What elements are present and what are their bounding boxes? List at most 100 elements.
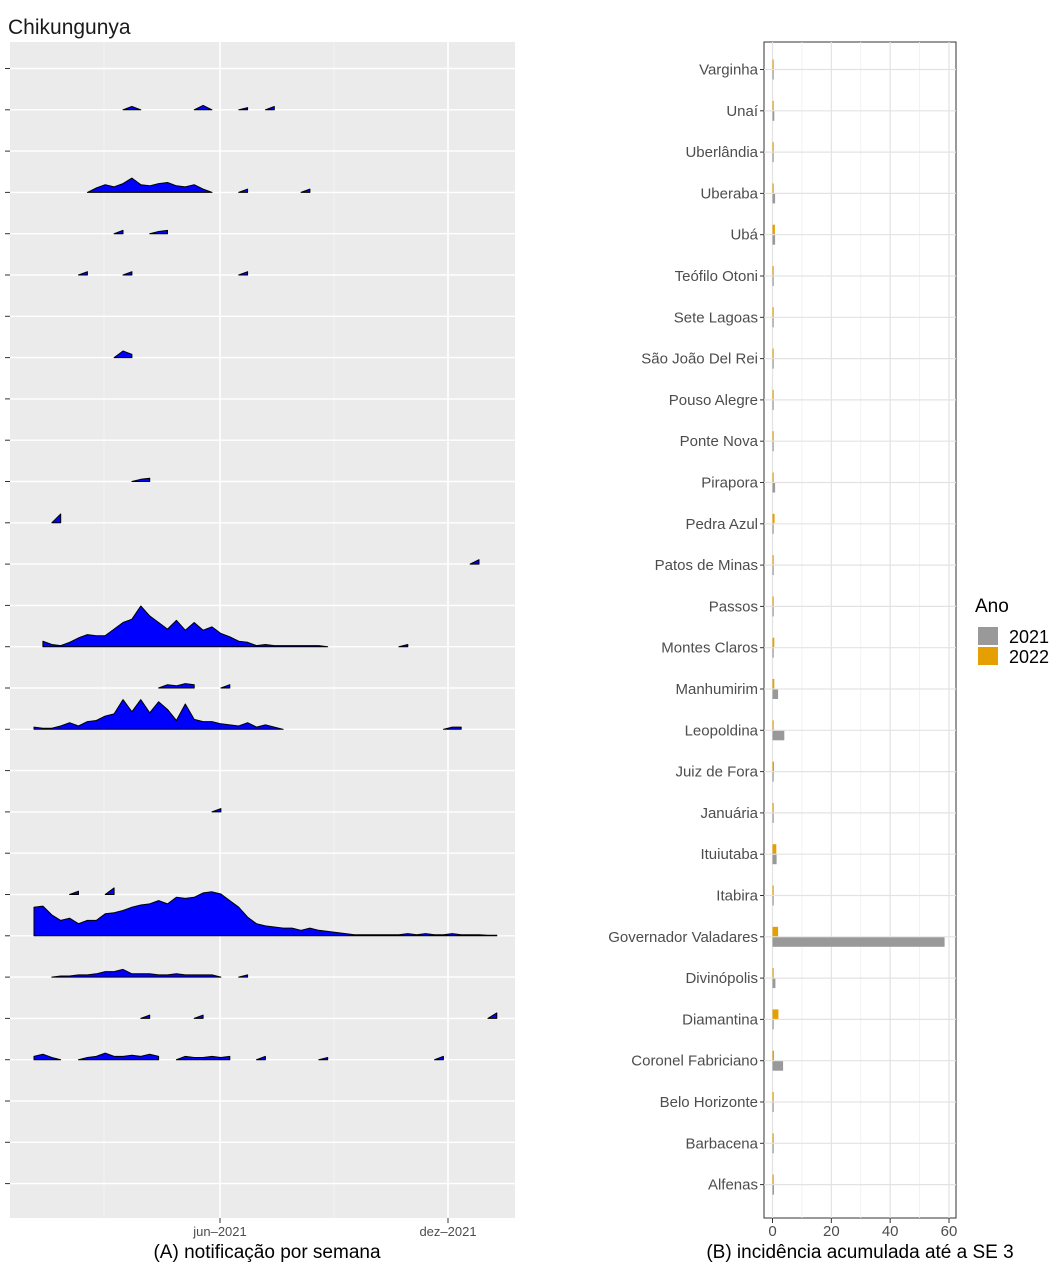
bar-2022-ituiutaba: [772, 844, 777, 854]
x-tick-label-dez-2021: dez–2021: [419, 1224, 476, 1239]
legend-label-2022: 2022: [1009, 647, 1049, 667]
category-label-patos-de-minas: Patos de Minas: [655, 557, 758, 574]
bar-2022-montes-claros: [772, 637, 775, 648]
bar-2021-uberaba: [772, 193, 776, 204]
bar-2021-teofilo-otoni: [772, 276, 774, 286]
bar-2022-sete-lagoas: [772, 307, 774, 317]
bar-2021-itabira: [772, 896, 774, 906]
category-label-divinopolis: Divinópolis: [685, 970, 758, 987]
ridge-coronel-fabriciano-seg-4: [318, 1057, 329, 1061]
bar-2021-sao-joao-del-rei: [772, 359, 774, 369]
category-label-montes-claros: Montes Claros: [661, 640, 758, 657]
ridge-uberaba-seg-0: [86, 177, 213, 193]
category-label-uba: Ubá: [730, 227, 758, 244]
bar-2021-montes-claros: [772, 648, 774, 658]
bar-2022-pirapora: [772, 472, 774, 482]
bar-2022-governador-valadares: [772, 926, 779, 937]
bar-2021-sete-lagoas: [772, 317, 774, 328]
legend-label-2021: 2021: [1009, 627, 1049, 647]
bar-2022-barbacena: [772, 1133, 774, 1143]
panel-b-x-label: (B) incidência acumulada até a SE 3: [706, 1242, 1013, 1263]
bar-2022-unai: [772, 100, 774, 111]
ridge-manhumirim-seg-1: [220, 684, 231, 689]
figure-title: Chikungunya: [8, 16, 131, 39]
panel-b-x-ticks: 0 20 40 60: [768, 1218, 957, 1240]
bar-2022-patos-de-minas: [772, 555, 774, 565]
ridge-montes-claros-seg-0: [42, 605, 329, 648]
panel-b: Varginha Unaí Uberlândia Uberaba Ubá Teófilo …: [608, 41, 1014, 1263]
panel-b-category-labels: Varginha Unaí Uberlândia Uberaba Ubá Teófilo …: [608, 62, 764, 1194]
bar-2021-barbacena: [772, 1143, 774, 1154]
ridge-montes-claros-seg-1: [398, 644, 409, 648]
bar-2021-diamantina: [772, 1019, 774, 1030]
category-label-uberlandia: Uberlândia: [685, 144, 758, 161]
bar-2021-ponte-nova: [772, 441, 774, 452]
legend: Ano 2021 2022: [975, 596, 1049, 667]
bar-2022-uberaba: [772, 183, 774, 193]
legend-title: Ano: [975, 596, 1009, 617]
ridge-coronel-fabriciano-seg-2: [175, 1055, 231, 1061]
category-label-pirapora: Pirapora: [701, 475, 758, 492]
ridge-sao-joao-del-rei-seg-0: [113, 350, 133, 359]
category-label-itabira: Itabira: [716, 888, 758, 905]
bar-2021-ituiutaba: [772, 854, 777, 865]
bar-2021-uba: [772, 235, 776, 245]
category-label-januaria: Januária: [700, 805, 758, 822]
ridge-coronel-fabriciano-seg-1: [78, 1052, 160, 1061]
ridge-leopoldina-seg-1: [442, 726, 462, 730]
ridge-unai-seg-0: [122, 106, 142, 111]
category-label-uberaba: Uberaba: [700, 185, 758, 202]
bar-2022-leopoldina: [772, 720, 774, 730]
category-label-unai: Unaí: [726, 103, 759, 120]
ridge-januaria-seg-0: [211, 808, 222, 813]
ridge-governador-valadares-seg-0: [33, 891, 498, 937]
bar-2022-pedra-azul: [772, 513, 775, 524]
bar-2022-pouso-alegre: [772, 389, 774, 400]
bar-2021-januaria: [772, 813, 774, 823]
bar-2022-passos: [772, 596, 774, 606]
ridge-manhumirim-seg-0: [158, 683, 195, 689]
category-label-pouso-alegre: Pouso Alegre: [669, 392, 758, 409]
ridge-diamantina-seg-1: [193, 1014, 204, 1019]
category-label-passos: Passos: [709, 598, 758, 615]
bar-2021-juiz-de-fora: [772, 772, 774, 782]
bar-2022-diamantina: [772, 1009, 779, 1019]
ridge-uba-seg-0: [113, 229, 124, 235]
category-label-leopoldina: Leopoldina: [685, 722, 759, 739]
b-x-tick-label-20: 20: [823, 1223, 840, 1240]
bar-2021-pirapora: [772, 483, 776, 493]
ridge-unai-seg-1: [193, 104, 213, 111]
panel-a: jun–2021 dez–2021 (A) notificação por se…: [5, 42, 515, 1263]
bar-2022-uberlandia: [772, 142, 774, 152]
category-label-barbacena: Barbacena: [685, 1135, 758, 1152]
bar-2021-manhumirim: [772, 689, 779, 699]
ridge-uberaba-seg-2: [300, 188, 311, 193]
bar-2022-alfenas: [772, 1174, 774, 1185]
ridge-coronel-fabriciano-seg-5: [434, 1055, 444, 1061]
bar-2021-patos-de-minas: [772, 565, 774, 576]
panel-b-bars: [772, 59, 945, 1195]
bar-2022-januaria: [772, 802, 774, 813]
panel-a-minor-grid: [103, 42, 335, 1218]
category-label-varginha: Varginha: [699, 62, 759, 79]
ridge-patos-de-minas-seg-0: [469, 559, 480, 565]
category-label-coronel-fabriciano: Coronel Fabriciano: [631, 1053, 758, 1070]
ridge-uberaba-seg-1: [238, 188, 249, 193]
bar-2022-juiz-de-fora: [772, 761, 774, 772]
panel-b-background: [763, 41, 957, 1219]
bar-2022-divinopolis: [772, 968, 774, 978]
bar-2021-pouso-alegre: [772, 400, 774, 410]
category-label-sete-lagoas: Sete Lagoas: [674, 309, 758, 326]
bar-2022-manhumirim: [772, 679, 775, 689]
ridge-teofilo-otoni-seg-1: [122, 271, 133, 276]
bar-2021-passos: [772, 606, 774, 617]
category-label-pedra-azul: Pedra Azul: [685, 516, 758, 533]
bar-2021-coronel-fabriciano: [772, 1061, 784, 1071]
bar-2021-alfenas: [772, 1185, 774, 1195]
bar-2022-coronel-fabriciano: [772, 1050, 774, 1061]
bar-2021-unai: [772, 111, 775, 121]
ridge-leopoldina-seg-0: [33, 699, 284, 730]
panel-a-y-ticks: [5, 68, 10, 1185]
bar-2022-belo-horizonte: [772, 1092, 774, 1102]
